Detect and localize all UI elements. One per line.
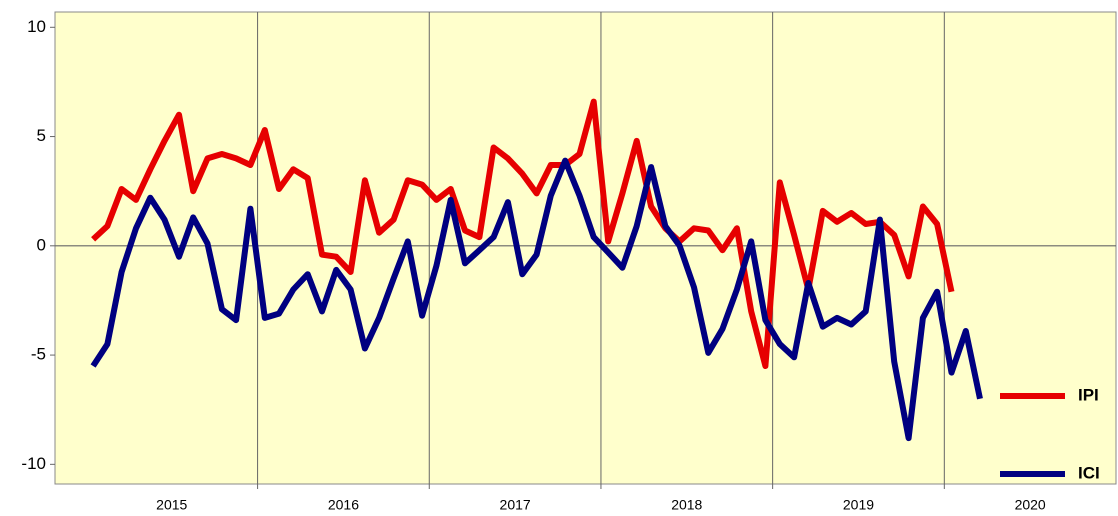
y-tick-label: 0 <box>37 235 46 254</box>
x-tick-label: 2015 <box>156 497 187 513</box>
line-series <box>90 157 983 442</box>
y-tick-label: 5 <box>37 126 46 145</box>
y-tick-label: -10 <box>21 454 46 473</box>
legend-label: IPI <box>1078 385 1099 404</box>
x-tick-label: 2019 <box>843 497 874 513</box>
x-tick-label: 2020 <box>1015 497 1046 513</box>
x-tick-label: 2018 <box>671 497 702 513</box>
legend-label: ICI <box>1078 463 1100 482</box>
y-tick-label: -5 <box>31 345 46 364</box>
x-tick-label: 2016 <box>328 497 359 513</box>
plot-background <box>54 11 1117 485</box>
y-tick-label: 10 <box>27 17 46 36</box>
x-tick-label: 2017 <box>500 497 531 513</box>
